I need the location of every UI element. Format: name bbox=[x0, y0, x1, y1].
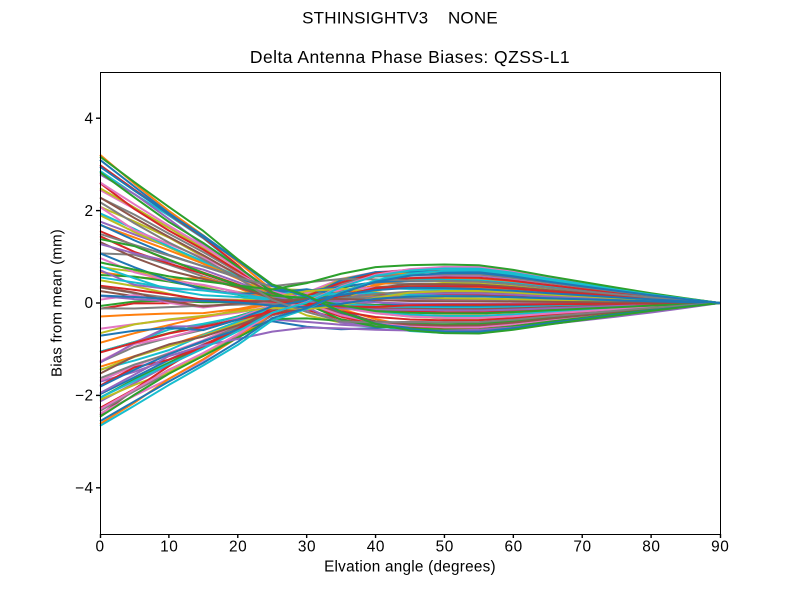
svg-text:40: 40 bbox=[367, 538, 385, 555]
svg-text:−4: −4 bbox=[75, 480, 94, 497]
svg-text:Delta Antenna Phase Biases: QZ: Delta Antenna Phase Biases: QZSS-L1 bbox=[250, 47, 570, 67]
svg-text:Bias from mean (mm): Bias from mean (mm) bbox=[49, 229, 66, 377]
svg-text:90: 90 bbox=[711, 538, 729, 555]
svg-text:STHINSIGHTV3 NONE: STHINSIGHTV3 NONE bbox=[302, 8, 498, 27]
svg-text:30: 30 bbox=[298, 538, 316, 555]
svg-text:70: 70 bbox=[573, 538, 591, 555]
svg-text:80: 80 bbox=[642, 538, 660, 555]
svg-text:20: 20 bbox=[229, 538, 247, 555]
svg-text:50: 50 bbox=[436, 538, 454, 555]
svg-text:2: 2 bbox=[84, 203, 93, 220]
svg-text:Elvation angle (degrees): Elvation angle (degrees) bbox=[324, 559, 496, 576]
svg-text:0: 0 bbox=[84, 295, 93, 312]
svg-text:60: 60 bbox=[504, 538, 522, 555]
svg-text:0: 0 bbox=[95, 538, 104, 555]
svg-text:−2: −2 bbox=[75, 388, 94, 405]
svg-text:4: 4 bbox=[84, 110, 93, 127]
svg-text:10: 10 bbox=[160, 538, 178, 555]
